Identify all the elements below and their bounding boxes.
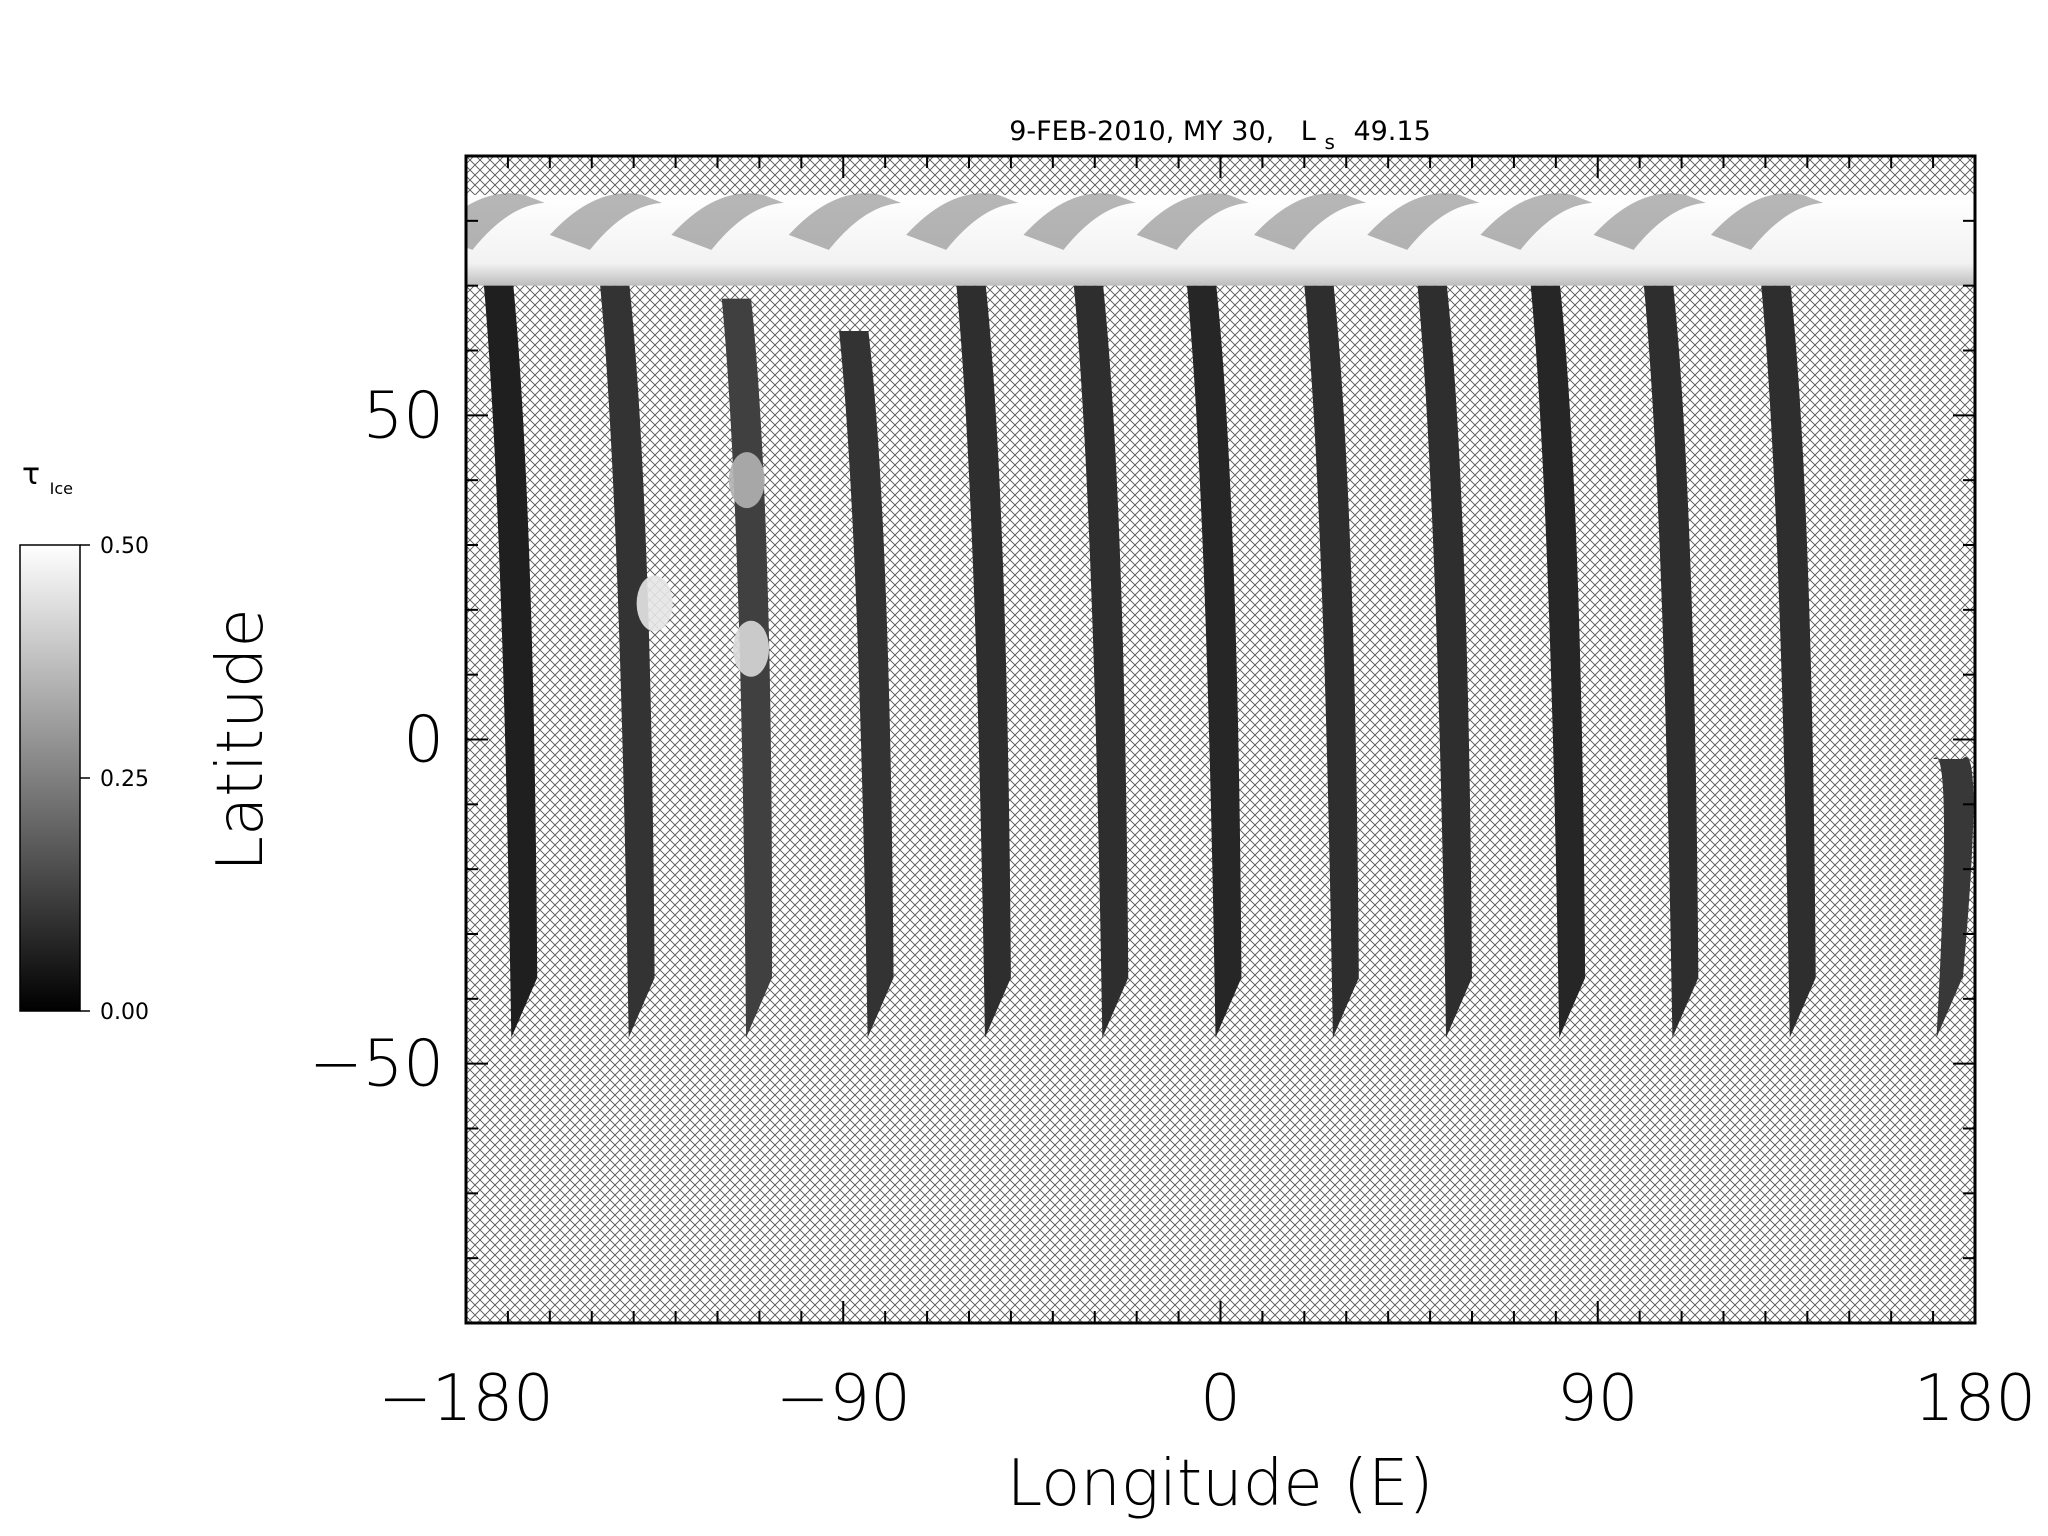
swath-7 <box>1304 285 1359 1038</box>
chart-title: 9-FEB-2010, MY 30, L s 49.15 <box>1009 116 1431 156</box>
colorbar-tick-label: 0.50 <box>100 534 149 559</box>
polar-cap-streak-3 <box>788 193 901 250</box>
x-tick-label: 180 <box>1914 1362 2036 1436</box>
colorbar-title-tau: τ <box>22 457 40 492</box>
colorbar-ticks: 0.00 0.25 0.50 <box>80 534 149 1025</box>
swath-5 <box>1073 285 1129 1038</box>
x-tick-label: 90 <box>1557 1362 1638 1436</box>
polar-cap-streak-11 <box>1710 193 1824 250</box>
chart-title-ls-sub: s <box>1324 130 1334 154</box>
polar-cap-streak-2 <box>671 193 784 250</box>
polar-cap-streak-9 <box>1480 193 1593 250</box>
polar-cap-streak-7 <box>1254 193 1367 250</box>
bright-patch-1 <box>733 620 770 677</box>
chart-title-ls: L <box>1301 116 1316 147</box>
x-tick-label: 0 <box>1200 1362 1241 1436</box>
y-axis-title: Latitude <box>204 608 278 871</box>
x-tick-label: −90 <box>776 1362 911 1436</box>
chart-title-prefix: 9-FEB-2010, MY 30, <box>1009 116 1274 147</box>
swath-11 <box>1761 285 1816 1038</box>
colorbar: τ Ice 0.00 0.25 0.50 <box>19 457 149 1025</box>
colorbar-tick-label: 0.00 <box>100 1000 149 1025</box>
swath-1 <box>600 285 655 1038</box>
y-tick-label: 0 <box>403 704 444 778</box>
bright-patch-0 <box>636 575 673 632</box>
colorbar-tick-label: 0.25 <box>100 767 149 792</box>
polar-cap-streak-0 <box>466 193 545 250</box>
polar-cap-streak-8 <box>1367 193 1480 250</box>
polar-cap-streak-10 <box>1593 193 1706 250</box>
swath-4 <box>956 285 1011 1038</box>
swath-10 <box>1643 285 1699 1038</box>
chart-title-ls-value: 49.15 <box>1353 116 1430 147</box>
data-layer <box>466 193 1975 1038</box>
polar-cap-streak-6 <box>1136 193 1249 250</box>
polar-cap-streak-5 <box>1023 193 1136 250</box>
colorbar-title-sub: Ice <box>50 479 73 498</box>
axis-ticks: −180 −90 0 90 180 50 0 −50 <box>309 155 2036 1436</box>
x-tick-label: −180 <box>378 1362 554 1436</box>
colorbar-gradient <box>19 544 81 1012</box>
y-tick-label: 50 <box>363 379 444 453</box>
swath-12 <box>1933 757 1974 1038</box>
colorbar-title: τ Ice <box>22 457 73 498</box>
y-tick-label: −50 <box>309 1028 444 1102</box>
polar-cap-streak-1 <box>549 193 663 250</box>
swath-8 <box>1417 285 1472 1038</box>
swath-0 <box>482 272 538 1038</box>
bright-patch-2 <box>728 452 765 509</box>
swath-6 <box>1186 285 1242 1038</box>
polar-cap-streak-4 <box>906 193 1019 250</box>
swath-9 <box>1530 285 1586 1038</box>
x-axis-title: Longitude (E) <box>1007 1447 1434 1521</box>
swath-3 <box>839 331 894 1038</box>
